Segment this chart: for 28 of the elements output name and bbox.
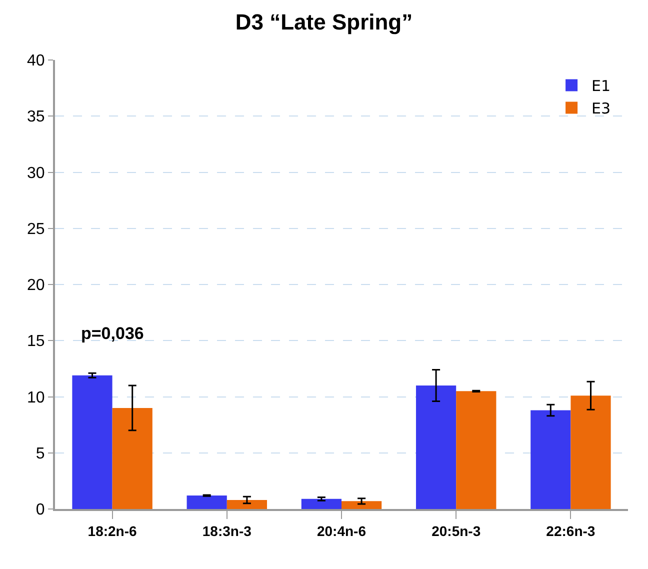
bar: [342, 501, 382, 509]
bar: [112, 408, 152, 509]
x-tick-label: 20:5n-3: [432, 522, 481, 539]
y-tick-label: 20: [27, 277, 45, 294]
y-tick-label: 10: [27, 389, 45, 406]
x-tick-label: 20:4n-6: [316, 522, 366, 539]
y-tick-label: 40: [27, 52, 45, 70]
bar: [186, 496, 227, 509]
bar: [416, 386, 456, 509]
y-tick-label: 35: [27, 108, 45, 126]
x-tick-label: 18:2n-6: [88, 522, 138, 539]
chart-title: D3 “Late Spring”: [235, 10, 413, 35]
bar: [301, 498, 342, 509]
x-tick-label: 22:6n-3: [546, 522, 596, 539]
legend-label: E1: [592, 77, 611, 96]
annotation: p=0,036: [81, 324, 144, 343]
bar: [226, 500, 268, 509]
x-tick-label: 18:3n-3: [202, 522, 252, 539]
legend-label: E3: [592, 100, 611, 118]
y-tick-label: 5: [36, 445, 45, 462]
bar: [530, 410, 571, 509]
bar: [570, 396, 611, 509]
y-tick-label: 0: [36, 502, 45, 519]
bar: [456, 391, 496, 509]
y-tick-label: 30: [27, 164, 45, 182]
y-tick-label: 25: [27, 220, 45, 238]
y-tick-label: 15: [27, 333, 45, 350]
bar: [72, 375, 112, 509]
